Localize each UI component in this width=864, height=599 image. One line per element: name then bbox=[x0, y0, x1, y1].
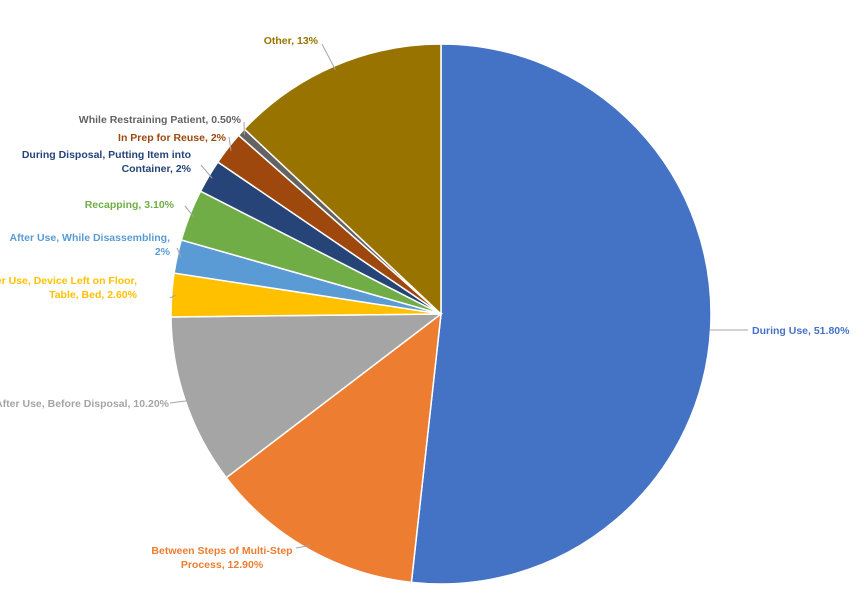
data-label-line: Other, 13% bbox=[264, 35, 319, 47]
data-label-5: Recapping, 3.10% bbox=[85, 199, 175, 211]
data-label-9: Other, 13% bbox=[264, 35, 319, 47]
data-label-line: After Use, Device Left on Floor, bbox=[0, 275, 137, 287]
pie-slice-2 bbox=[170, 313, 444, 479]
leader-line-9 bbox=[321, 43, 336, 71]
leader-line-4 bbox=[176, 247, 182, 258]
leader-line-5 bbox=[184, 205, 194, 217]
data-label-1: Between Steps of Multi-Step Process, 12.9… bbox=[151, 545, 292, 571]
data-label-line: Between Steps of Multi-Step bbox=[151, 545, 292, 557]
data-label-line: During Disposal, Putting Item into bbox=[22, 149, 191, 161]
pie-slices bbox=[170, 43, 712, 585]
data-labels: During Use, 51.80% Between Steps of Multi… bbox=[0, 35, 850, 571]
data-label-3: After Use, Device Left on Floor, Table, B… bbox=[0, 275, 138, 301]
data-label-line: While Restraining Patient, 0.50% bbox=[79, 114, 242, 126]
leader-line-6 bbox=[200, 164, 213, 179]
pie-slice-0 bbox=[410, 43, 712, 585]
leader-line-3 bbox=[169, 294, 176, 299]
data-label-line: In Prep for Reuse, 2% bbox=[118, 132, 227, 144]
data-label-7: In Prep for Reuse, 2% bbox=[118, 132, 227, 144]
data-label-line: After Use, While Disassembling, bbox=[10, 232, 171, 244]
data-label-2: After Use, Before Disposal, 10.20% bbox=[0, 398, 170, 410]
leader-line-7 bbox=[228, 136, 232, 151]
data-label-line: 2% bbox=[155, 246, 171, 258]
data-label-line: During Use, 51.80% bbox=[752, 325, 850, 337]
data-label-0: During Use, 51.80% bbox=[752, 325, 850, 337]
data-label-line: Process, 12.90% bbox=[181, 559, 264, 571]
data-label-6: During Disposal, Putting Item into Contai… bbox=[22, 149, 192, 175]
pie-slice-1 bbox=[225, 312, 442, 584]
data-label-line: Recapping, 3.10% bbox=[85, 199, 175, 211]
data-label-line: After Use, Before Disposal, 10.20% bbox=[0, 398, 170, 410]
leader-lines bbox=[169, 43, 748, 549]
leader-line-2 bbox=[169, 399, 190, 404]
data-label-line: Table, Bed, 2.60% bbox=[49, 289, 138, 301]
data-label-8: While Restraining Patient, 0.50% bbox=[79, 114, 242, 126]
data-label-line: Container, 2% bbox=[122, 163, 192, 175]
leader-line-1 bbox=[295, 545, 311, 549]
data-label-4: After Use, While Disassembling, 2% bbox=[10, 232, 171, 258]
